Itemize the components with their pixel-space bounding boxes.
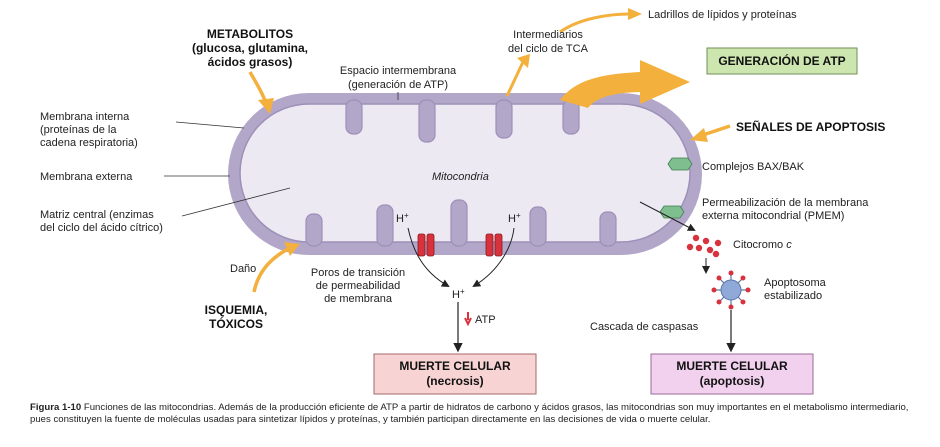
- membrana-interna-label: Membrana interna: [40, 111, 130, 123]
- figure-number: Figura 1-10: [30, 402, 82, 413]
- metabolitos-label: METABOLITOS: [207, 27, 293, 41]
- membrana-interna-leader: [175, 121, 245, 129]
- orange-arrow-icon: [284, 242, 300, 256]
- matriz-leader: [181, 187, 291, 217]
- cascada-label: Cascada de caspasas: [590, 321, 699, 333]
- muerte-necrosis-title: MUERTE CELULAR: [399, 359, 511, 373]
- muerte-apoptosis-sub: (apoptosis): [700, 374, 765, 388]
- orange-arrow-icon: [258, 98, 274, 114]
- generacion-atp-label: GENERACIÓN DE ATP: [718, 53, 845, 68]
- atp-label: ATP: [475, 314, 496, 326]
- orange-arrow-icon: [248, 71, 268, 105]
- h-flow-left: [407, 227, 450, 287]
- h-plus-bottom: H+: [452, 287, 465, 301]
- isquemia-label: ISQUEMIA,: [205, 303, 268, 317]
- h-plus-right: H+: [508, 211, 521, 225]
- orange-arrow-icon: [517, 54, 530, 68]
- mitochondria-diagram: Mitocondria METABOLITOS (glucosa, glutam…: [40, 8, 885, 395]
- orange-arrow-icon: [560, 60, 690, 108]
- cristae-bottom: [305, 199, 617, 247]
- membrana-interna-sub2: cadena respiratoria): [40, 137, 138, 149]
- apoptosoma-sub: estabilizado: [764, 290, 822, 302]
- dano-label: Daño: [230, 263, 256, 275]
- orange-arrow-icon: [628, 8, 642, 20]
- matriz-label: Matriz central (enzimas: [40, 209, 154, 221]
- generacion-atp-box: [706, 47, 858, 75]
- muerte-apoptosis-title: MUERTE CELULAR: [676, 359, 788, 373]
- muerte-apoptosis-box: [650, 353, 814, 395]
- intermediarios-sub: del ciclo de TCA: [508, 43, 589, 55]
- poros-sub2: de membrana: [324, 293, 393, 305]
- ladrillos-label: Ladrillos de lípidos y proteínas: [648, 9, 797, 21]
- cytochrome-dot-icon: [686, 234, 722, 258]
- pmem-sub: externa mitocondrial (PMEM): [702, 210, 844, 222]
- senales-apoptosis-label: SEÑALES DE APOPTOSIS: [736, 119, 885, 134]
- isquemia-sub: TÓXICOS: [209, 316, 263, 331]
- orange-arrow-icon: [690, 128, 708, 142]
- membrana-externa-label: Membrana externa: [40, 171, 133, 183]
- apoptosome-wheel-icon: [711, 270, 751, 310]
- atp-down-arrow-icon: [464, 312, 472, 327]
- orange-arrow-icon: [252, 246, 291, 293]
- orange-arrow-icon: [505, 61, 525, 97]
- figure-caption-text: Funciones de las mitocondrias. Además de…: [30, 402, 909, 425]
- figure-caption: Figura 1-10 Funciones de las mitocondria…: [30, 402, 920, 426]
- espacio-label: Espacio intermembrana: [340, 65, 457, 77]
- pmem-to-cyto-arrow: [639, 201, 696, 231]
- espacio-sub: (generación de ATP): [348, 79, 448, 91]
- cristae-top: [345, 99, 580, 143]
- orange-arrow-icon: [559, 12, 631, 34]
- muerte-necrosis-sub: (necrosis): [426, 374, 483, 388]
- bax-bak-label: Complejos BAX/BAK: [702, 161, 805, 173]
- h-plus-left: H+: [396, 211, 409, 225]
- mitocondria-label: Mitocondria: [432, 171, 489, 183]
- h-flow-right: [472, 227, 515, 288]
- apoptosoma-label: Apoptosoma: [764, 277, 827, 289]
- muerte-necrosis-box: [373, 353, 537, 395]
- pore-channel-icon: [417, 233, 503, 257]
- pmem-label: Permeabilización de la membrana: [702, 197, 869, 209]
- metabolitos-sub2: ácidos grasos): [208, 55, 293, 69]
- poros-label: Poros de transición: [311, 267, 405, 279]
- citocromo-label: Citocromo c: [733, 239, 792, 251]
- membrana-interna-sub1: (proteínas de la: [40, 124, 117, 136]
- poros-sub1: de permeabilidad: [316, 280, 400, 292]
- intermediarios-label: Intermediarios: [513, 29, 583, 41]
- mitochondrion: Mitocondria: [228, 93, 702, 257]
- matriz-sub: del ciclo del ácido cítrico): [40, 222, 163, 234]
- metabolitos-sub1: (glucosa, glutamina,: [192, 41, 308, 55]
